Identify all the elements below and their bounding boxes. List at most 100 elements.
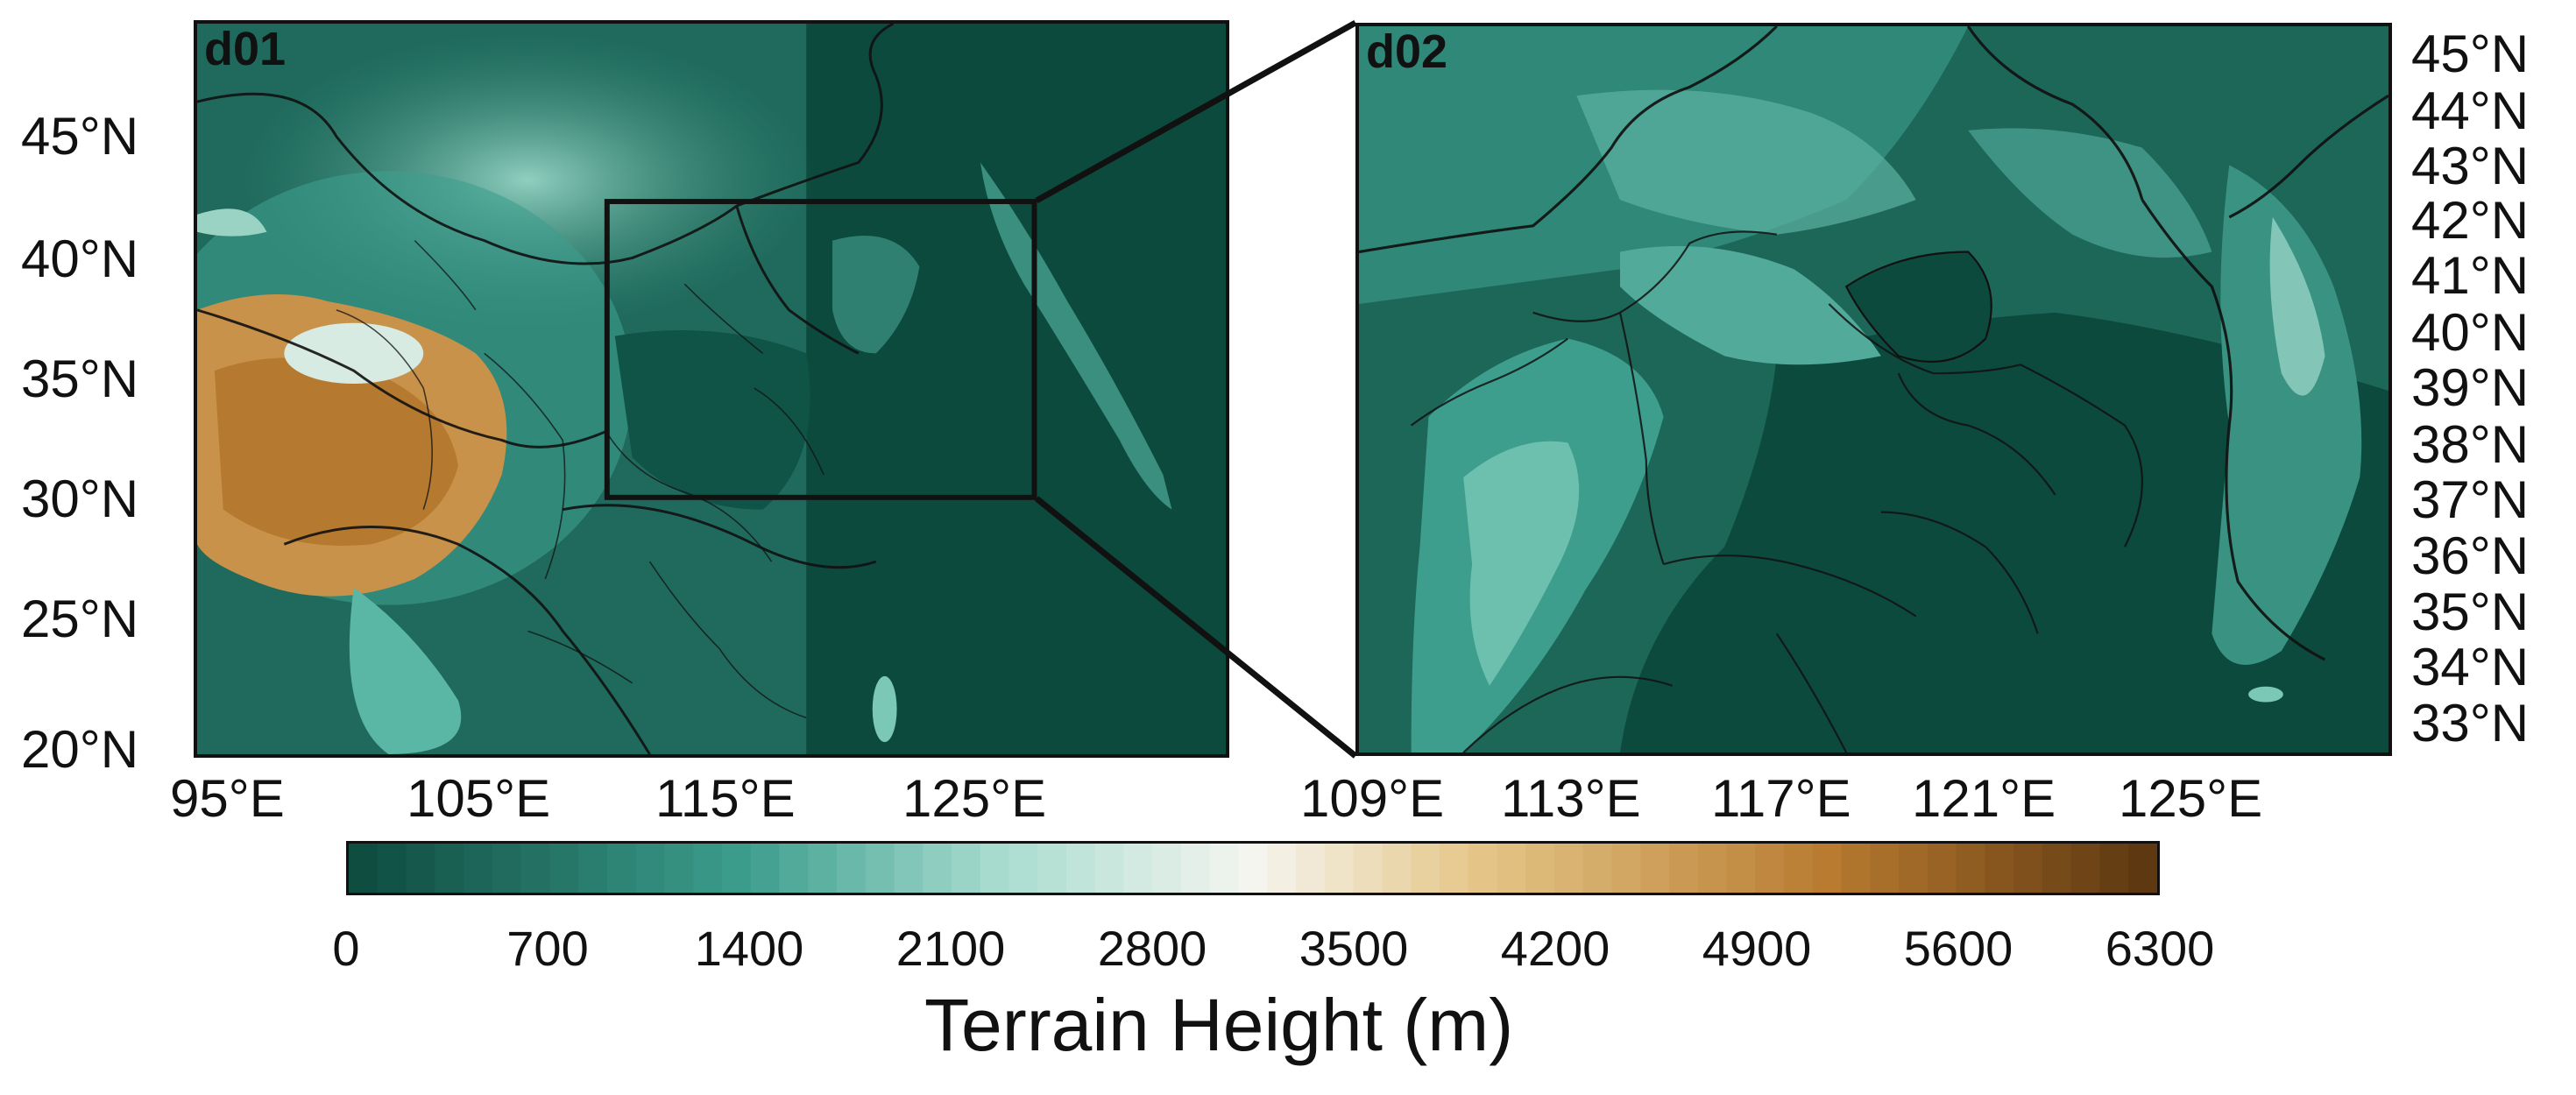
terrain-map-d01 [197,24,1226,754]
d02-lon-tick: 117°E [1711,769,1851,828]
colorbar-level [520,844,550,893]
colorbar-level [923,844,952,893]
d01-lat-tick: 35°N [21,350,139,408]
colorbar-tick: 3500 [1299,921,1409,976]
colorbar-level [435,844,464,893]
colorbar-level [865,844,895,893]
d02-lat-tick: 34°N [2411,638,2530,696]
colorbar-level [1985,844,2014,893]
d02-lat-tick: 35°N [2411,583,2530,641]
d02-lat-tick: 40°N [2411,303,2530,362]
colorbar-title: Terrain Height (m) [924,984,1514,1066]
d02-lon-tick: 125°E [2119,769,2263,828]
d01-lon-tick: 115°E [655,769,796,828]
colorbar-level [721,844,752,893]
colorbar-level [1755,844,1785,893]
colorbar-tick: 700 [506,921,589,976]
colorbar-level [693,844,723,893]
colorbar-level [1525,844,1555,893]
colorbar-level [1382,844,1412,893]
colorbar-tick: 5600 [1903,921,2013,976]
colorbar-level [664,844,694,893]
colorbar-level [606,844,637,893]
colorbar-level [1324,844,1355,893]
colorbar-level [1669,844,1699,893]
map-panel-d02: d02 [1355,23,2392,756]
d01-lat-tick: 20°N [21,720,139,779]
colorbar-level [980,844,1010,893]
d02-lat-tick: 37°N [2411,470,2530,529]
d02-lon-tick: 109°E [1300,769,1445,828]
terrain-colorbar [346,841,2160,895]
d02-lat-tick: 44°N [2411,81,2530,140]
panel-label-d02: d02 [1366,25,1448,78]
colorbar-tick: 2800 [1097,921,1207,976]
d01-lon-tick: 105°E [407,769,551,828]
colorbar-level [1008,844,1038,893]
map-panel-d01: d01 [194,20,1229,758]
colorbar-level [1267,844,1297,893]
colorbar-level [2013,844,2043,893]
colorbar-level [2070,844,2101,893]
d01-lon-tick: 125°E [902,769,1047,828]
d01-lat-tick: 45°N [21,107,139,166]
d02-lat-tick: 36°N [2411,526,2530,585]
colorbar-level [894,844,924,893]
colorbar-level [1152,844,1182,893]
colorbar-level [2099,844,2129,893]
colorbar-level [1296,844,1326,893]
colorbar-level [635,844,665,893]
colorbar-level [1181,844,1211,893]
colorbar-level [1066,844,1096,893]
colorbar-level [549,844,579,893]
d02-lon-tick: 121°E [1912,769,2056,828]
colorbar-level [1640,844,1670,893]
colorbar-level [1841,844,1871,893]
colorbar-level [750,844,781,893]
colorbar-tick: 6300 [2105,921,2215,976]
d02-lat-tick: 43°N [2411,137,2530,195]
colorbar-level [1209,844,1240,893]
colorbar-tick: 0 [332,921,360,976]
panel-label-d01: d01 [204,23,287,75]
colorbar-level [1094,844,1125,893]
colorbar-level [377,844,407,893]
colorbar-level [1468,844,1498,893]
colorbar-level [1697,844,1728,893]
colorbar-level [1037,844,1067,893]
colorbar-level [1238,844,1268,893]
d01-lon-tick: 95°E [170,769,285,828]
colorbar-level [1870,844,1900,893]
colorbar-level [1611,844,1641,893]
d01-lat-tick: 40°N [21,230,139,288]
terrain-map-d02 [1359,26,2388,752]
colorbar-level [1927,844,1957,893]
colorbar-tick: 1400 [694,921,804,976]
colorbar-level [1439,844,1469,893]
colorbar-level [836,844,867,893]
colorbar-level [808,844,838,893]
colorbar-level [1726,844,1756,893]
colorbar-level [1411,844,1440,893]
d01-lat-tick: 25°N [21,590,139,648]
colorbar-tick: 2100 [895,921,1006,976]
colorbar-level [1353,844,1384,893]
colorbar-level [2042,844,2072,893]
colorbar-level [1497,844,1526,893]
colorbar-level [1554,844,1584,893]
colorbar-level [2128,844,2157,893]
colorbar-level [1582,844,1613,893]
colorbar-level [1899,844,1928,893]
d02-lat-tick: 45°N [2411,25,2530,83]
d02-lat-tick: 41°N [2411,246,2530,305]
colorbar-level [1123,844,1153,893]
colorbar-level [578,844,608,893]
colorbar-tick: 4900 [1702,921,1812,976]
colorbar-level [1784,844,1814,893]
colorbar-level [779,844,809,893]
colorbar-level [1956,844,1986,893]
d02-lat-tick: 39°N [2411,358,2530,417]
colorbar-level [349,844,379,893]
colorbar-level [952,844,981,893]
colorbar-level [492,844,522,893]
